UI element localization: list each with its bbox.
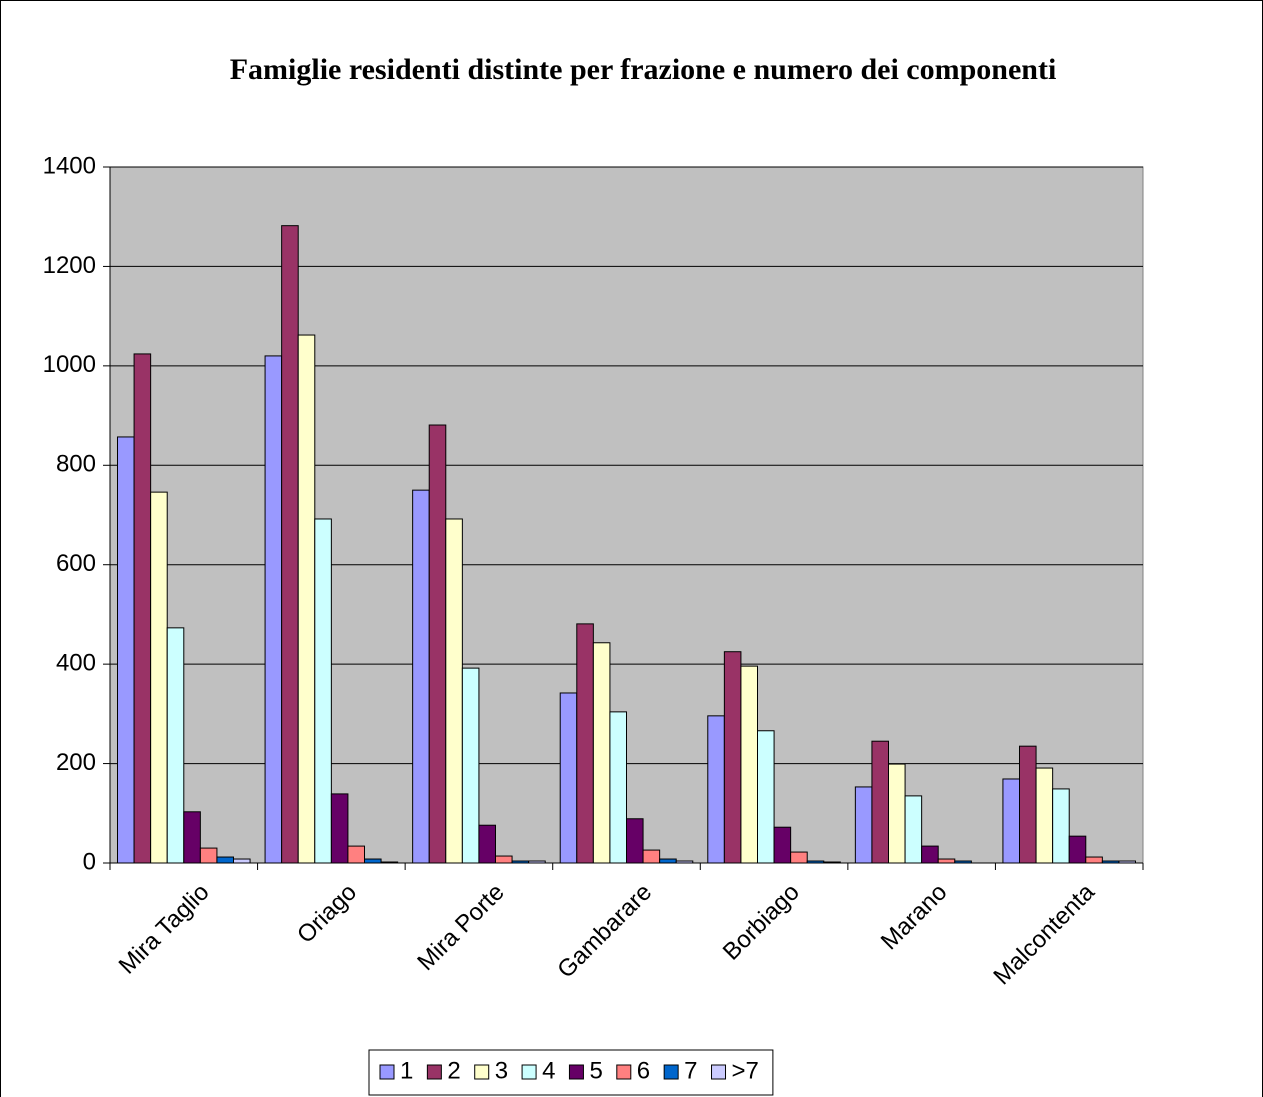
bar <box>592 642 611 864</box>
legend-swatch <box>379 1064 395 1080</box>
bar <box>626 818 644 864</box>
legend-swatch <box>521 1064 537 1080</box>
legend: 1 2 3 4 5 6 7 >7 <box>368 1049 774 1096</box>
bar <box>1019 745 1037 864</box>
bar <box>823 861 841 864</box>
legend-label: 3 <box>495 1057 508 1084</box>
bar <box>445 518 463 864</box>
legend-label: 1 <box>400 1057 413 1084</box>
legend-label: 5 <box>589 1057 602 1084</box>
legend-label: 7 <box>684 1057 697 1084</box>
bar <box>412 489 430 864</box>
bar <box>1035 767 1054 864</box>
bar <box>347 845 365 864</box>
bar <box>428 424 447 864</box>
bar <box>871 740 890 864</box>
bar <box>790 851 808 864</box>
bar <box>281 225 299 864</box>
bar <box>854 786 873 864</box>
y-tick-label: 200 <box>56 749 96 776</box>
bar <box>216 856 235 864</box>
bar <box>183 811 201 864</box>
bar <box>1118 860 1137 864</box>
bar <box>461 667 480 864</box>
bar <box>937 858 956 864</box>
bar <box>511 860 530 864</box>
y-tick-label: 1400 <box>43 152 96 179</box>
bar <box>707 715 725 864</box>
bar <box>1052 788 1070 864</box>
bar <box>364 858 382 864</box>
bar <box>1002 778 1021 864</box>
legend-swatch <box>474 1064 490 1080</box>
bar <box>723 651 742 864</box>
bar <box>264 355 283 864</box>
legend-swatch <box>663 1064 679 1080</box>
bar <box>380 861 399 864</box>
bar <box>642 849 661 864</box>
bar <box>150 491 168 864</box>
bar <box>117 436 135 864</box>
legend-label: 6 <box>637 1057 650 1084</box>
legend-swatch <box>426 1064 442 1080</box>
bar <box>133 353 152 864</box>
bar <box>495 855 513 864</box>
y-tick-label: 400 <box>56 649 96 676</box>
bar <box>314 518 332 864</box>
y-tick-label: 1000 <box>43 351 96 378</box>
bar <box>330 793 349 864</box>
bar <box>773 826 792 864</box>
legend-swatch <box>616 1064 632 1080</box>
legend-swatch <box>568 1064 584 1080</box>
bar <box>1085 856 1103 864</box>
bar <box>1068 835 1087 864</box>
legend-label: 4 <box>542 1057 555 1084</box>
bar <box>528 860 546 864</box>
bar <box>166 627 185 864</box>
bar <box>740 665 759 864</box>
legend-swatch <box>711 1064 727 1080</box>
bar <box>659 858 677 864</box>
bar <box>559 692 578 864</box>
legend-label: >7 <box>732 1057 759 1084</box>
bar <box>1101 860 1120 864</box>
bar <box>888 763 906 864</box>
chart-title: Famiglie residenti distinte per frazione… <box>230 53 1057 86</box>
y-tick-label: 1200 <box>43 252 96 279</box>
legend-label: 2 <box>447 1057 460 1084</box>
bar <box>904 795 923 864</box>
bar <box>675 860 694 864</box>
bar <box>609 711 628 864</box>
y-tick-label: 0 <box>83 848 96 875</box>
y-tick-label: 800 <box>56 451 96 478</box>
bar <box>806 860 825 864</box>
bar <box>478 824 496 864</box>
y-tick-label: 600 <box>56 550 96 577</box>
bar <box>297 334 316 864</box>
bar <box>576 623 594 864</box>
bar <box>954 860 972 864</box>
bar <box>199 847 218 864</box>
bar <box>233 858 251 864</box>
bar <box>757 730 775 864</box>
bar <box>921 845 939 864</box>
